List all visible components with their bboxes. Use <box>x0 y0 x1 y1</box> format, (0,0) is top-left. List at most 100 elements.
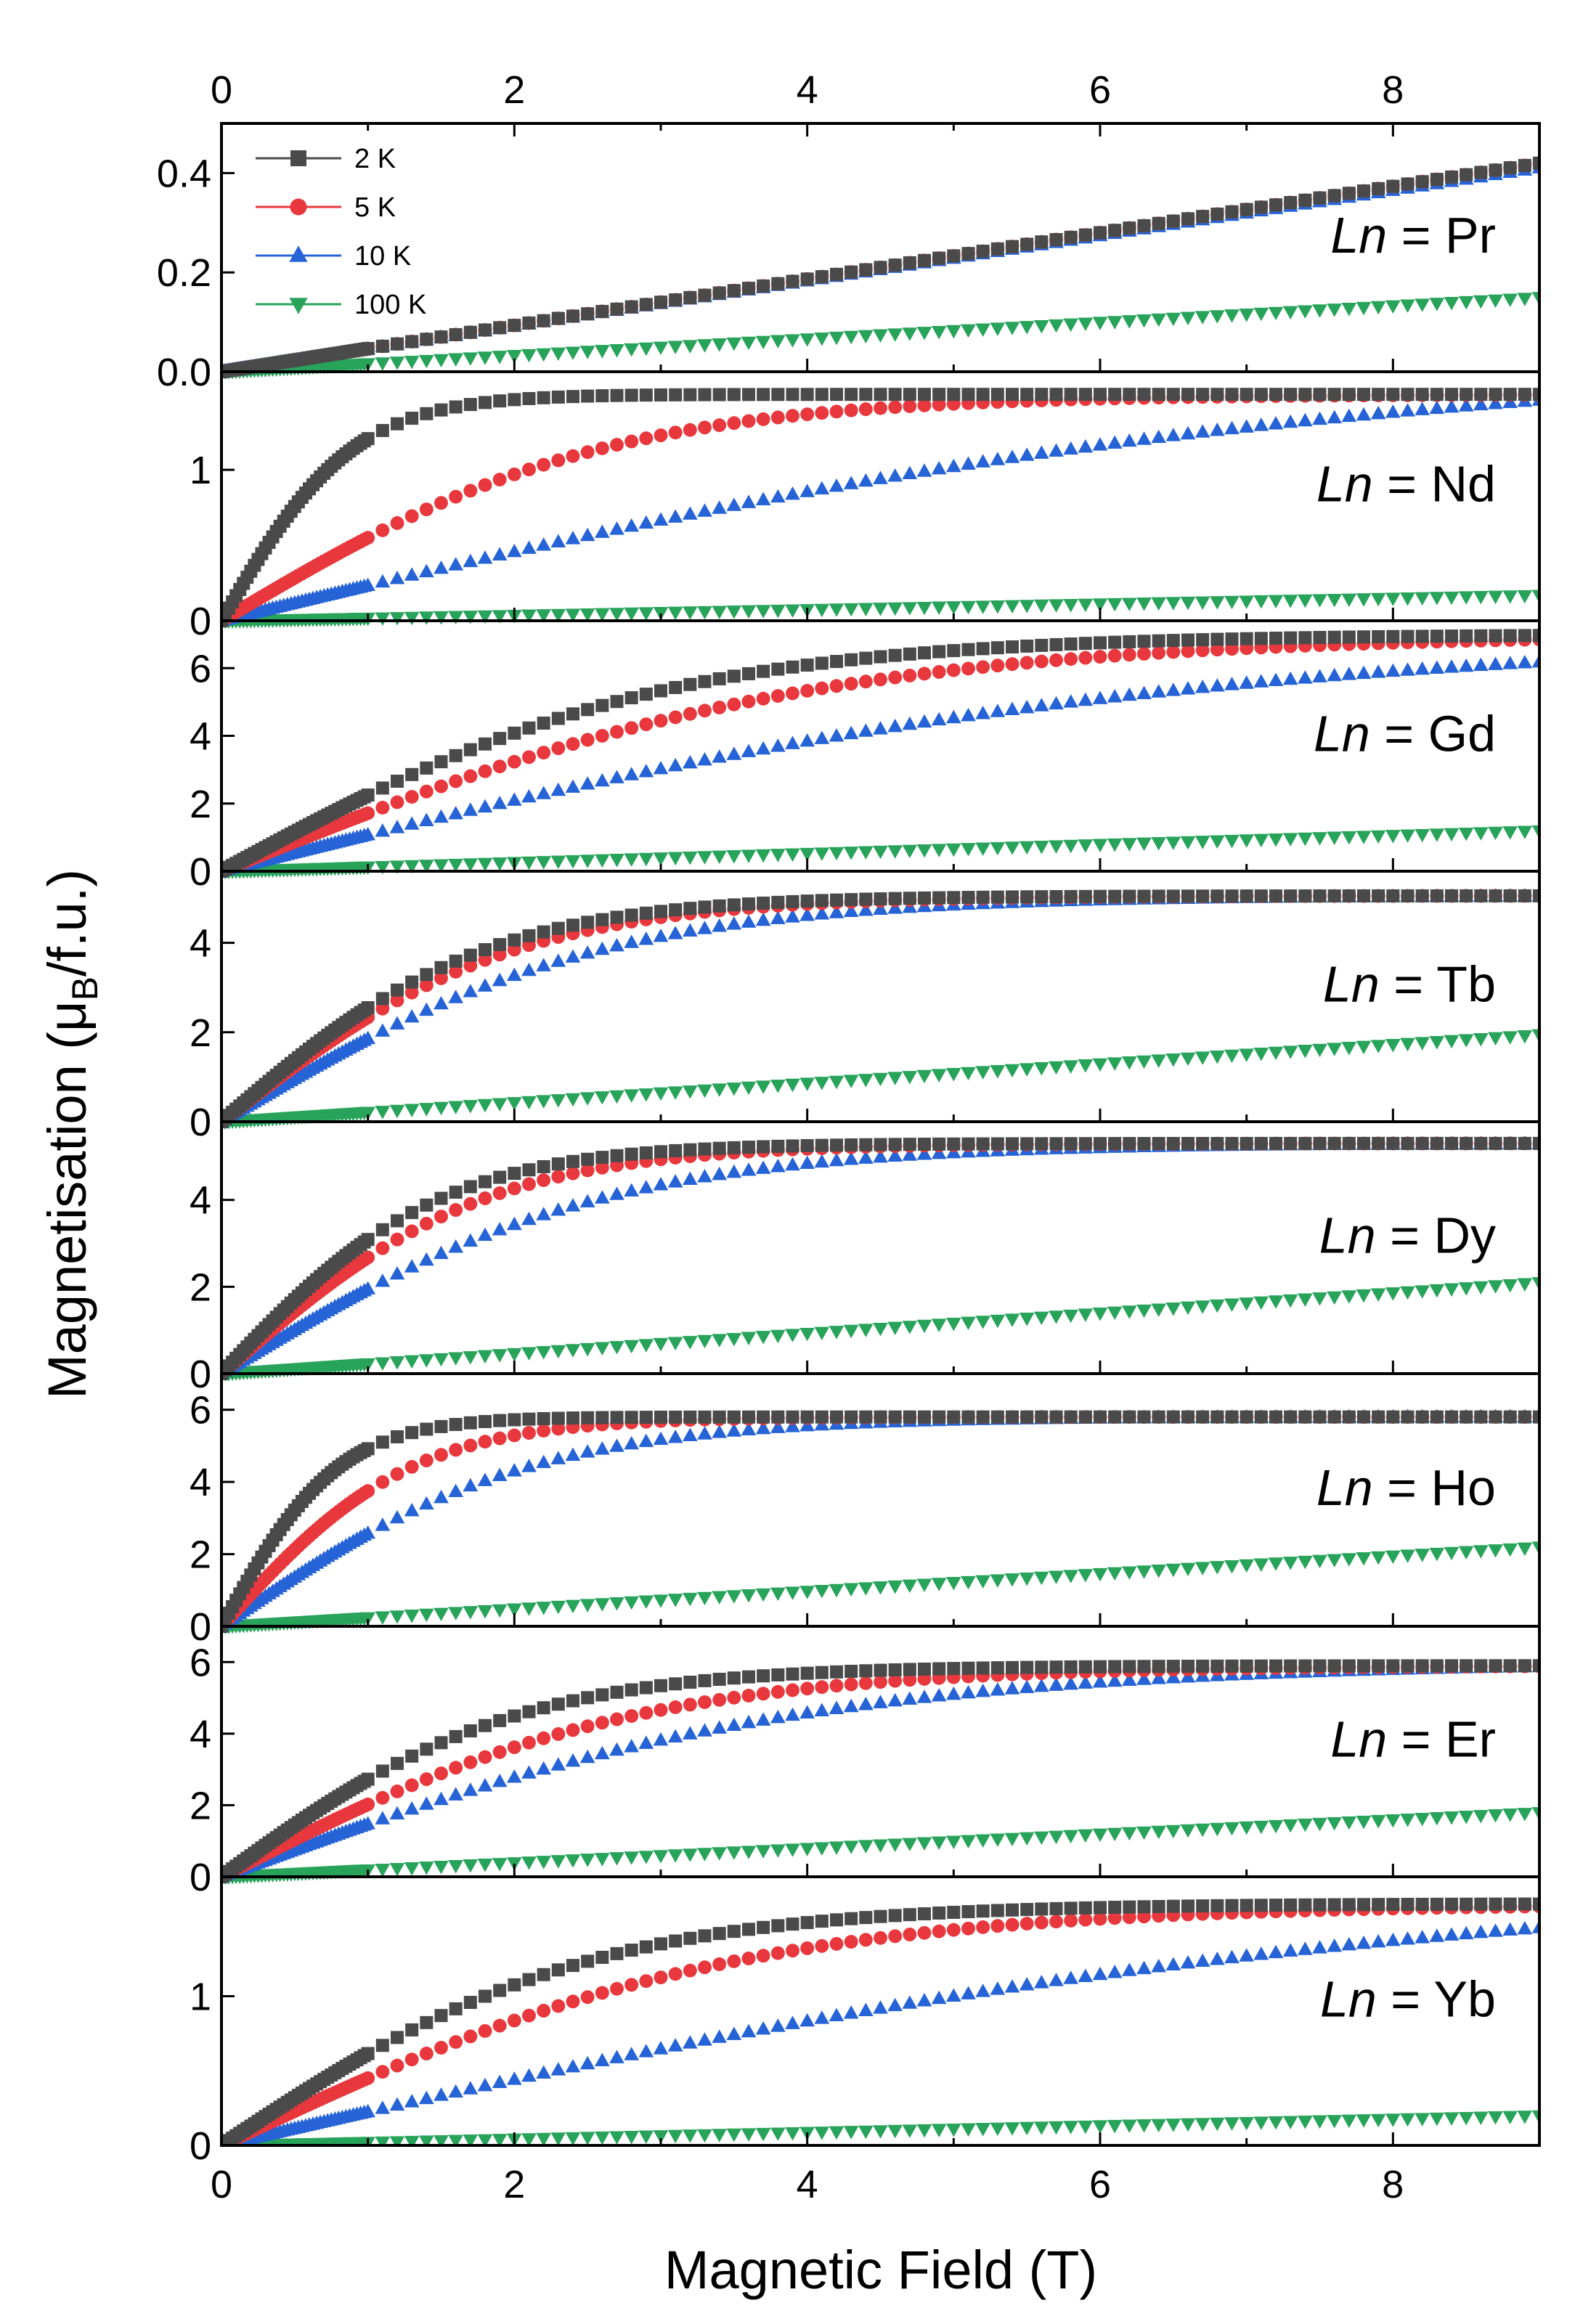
data-point <box>638 764 654 778</box>
data-point <box>375 860 391 875</box>
data-point <box>1518 629 1531 643</box>
data-point <box>492 972 508 987</box>
data-point <box>887 1997 903 2012</box>
data-point <box>579 608 595 622</box>
data-point <box>682 1427 698 1441</box>
data-point <box>1006 240 1019 253</box>
data-point <box>477 1605 493 1619</box>
data-point <box>712 1141 726 1155</box>
data-point <box>1341 1553 1357 1567</box>
data-point <box>1006 1660 1019 1674</box>
data-point <box>814 603 830 618</box>
data-point <box>1298 388 1312 401</box>
data-point <box>566 918 579 932</box>
data-point <box>1209 1952 1225 1965</box>
data-point <box>1035 890 1049 904</box>
data-point <box>945 1577 961 1591</box>
data-point <box>550 782 566 796</box>
data-point <box>1370 664 1386 678</box>
data-point <box>609 854 624 868</box>
data-point <box>653 1177 669 1191</box>
data-point <box>1312 832 1327 846</box>
data-point <box>667 1086 683 1100</box>
data-point <box>375 1811 391 1824</box>
data-point <box>1006 640 1019 654</box>
data-point <box>638 607 654 621</box>
data-point <box>449 2035 463 2050</box>
data-point <box>887 1838 903 1852</box>
data-point <box>595 913 609 926</box>
data-point <box>1108 1137 1122 1151</box>
panel-label: Ln = Dy <box>1319 1207 1496 1263</box>
data-point <box>697 1334 712 1349</box>
data-point <box>683 1697 697 1712</box>
data-point <box>492 1431 507 1446</box>
data-point <box>873 1695 888 1708</box>
data-point <box>579 527 595 542</box>
data-point <box>1312 594 1327 608</box>
data-point <box>887 1692 903 1707</box>
data-point <box>477 610 493 624</box>
data-point <box>594 1853 610 1867</box>
data-point <box>506 1347 522 1362</box>
data-point <box>931 1069 947 1083</box>
data-point <box>830 267 843 281</box>
data-point <box>1400 299 1415 313</box>
data-point <box>902 2124 918 2138</box>
data-point <box>931 2124 947 2137</box>
data-point <box>990 1833 1006 1848</box>
data-point <box>1240 1136 1253 1150</box>
data-point <box>829 2126 845 2140</box>
data-point <box>1195 311 1210 325</box>
data-point <box>697 503 712 517</box>
data-point <box>785 1078 800 1093</box>
data-point <box>1313 1898 1327 1912</box>
data-point <box>565 855 581 869</box>
data-point <box>873 603 888 616</box>
data-point <box>1488 294 1503 309</box>
data-point <box>888 1673 903 1688</box>
data-point <box>434 971 448 985</box>
data-point <box>770 1080 786 1093</box>
data-point <box>873 2000 888 2014</box>
data-point <box>1341 1936 1357 1951</box>
data-point <box>1137 1137 1151 1151</box>
data-point <box>1239 309 1255 322</box>
legend-label: 100 K <box>354 290 426 320</box>
data-point <box>682 1085 698 1099</box>
data-point <box>537 716 550 730</box>
data-point <box>1165 2119 1181 2132</box>
data-point <box>360 1612 376 1626</box>
data-point <box>741 743 757 757</box>
data-point <box>1284 195 1298 209</box>
data-point <box>1107 598 1123 612</box>
data-point <box>1121 433 1137 447</box>
data-point <box>1342 889 1356 903</box>
data-point <box>477 1472 493 1486</box>
data-point <box>1489 629 1502 643</box>
data-point <box>1108 889 1122 903</box>
data-point <box>859 892 873 906</box>
data-point <box>1180 681 1196 695</box>
y-tick-label: 6 <box>190 647 211 690</box>
data-point <box>624 1340 640 1354</box>
data-point <box>1209 1822 1225 1837</box>
data-point <box>918 1662 931 1676</box>
data-point <box>961 1986 976 1999</box>
data-point <box>566 1959 579 1973</box>
data-point <box>683 706 697 721</box>
y-tick-label: 4 <box>190 922 211 966</box>
data-point <box>799 908 815 921</box>
data-point <box>389 1862 405 1877</box>
y-axis-title-main: Magnetisation (μ <box>37 1000 97 1399</box>
data-point <box>1489 1410 1502 1424</box>
data-point <box>843 725 859 740</box>
data-point <box>976 388 990 401</box>
data-point <box>682 754 698 769</box>
data-point <box>1370 405 1386 420</box>
data-point <box>873 329 888 343</box>
data-point <box>843 603 859 617</box>
data-point <box>1107 2119 1123 2134</box>
x-tick-label-bottom: 6 <box>1089 2163 1111 2206</box>
